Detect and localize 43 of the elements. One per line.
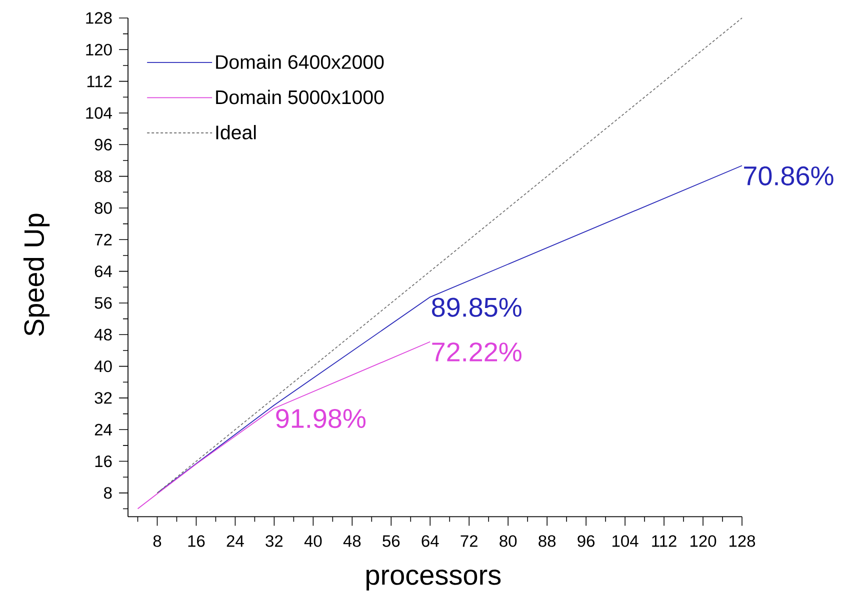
y-tick-label: 8 — [104, 487, 112, 499]
x-axis-title: processors — [366, 570, 501, 590]
x-tick-label: 88 — [538, 535, 556, 547]
annotation: 72.22% — [432, 342, 522, 362]
y-axis-title: Speed Up — [23, 214, 50, 336]
y-tick-label: 24 — [94, 424, 112, 436]
x-tick-label: 48 — [343, 535, 361, 547]
annotation: 70.86% — [744, 166, 834, 186]
y-tick-label: 40 — [94, 360, 112, 372]
y-tick-label: 32 — [94, 392, 112, 404]
x-tick-label: 16 — [188, 535, 205, 547]
x-tick-label: 56 — [382, 535, 400, 547]
y-tick-label: 72 — [94, 234, 112, 246]
line-series — [156, 165, 742, 494]
x-tick-label: 104 — [612, 535, 638, 547]
x-tick-label: 8 — [153, 535, 162, 547]
y-tick-label: 96 — [94, 138, 112, 150]
y-tick-label: 112 — [87, 76, 112, 88]
x-tick-label: 64 — [422, 535, 439, 547]
annotation: 89.85% — [432, 298, 522, 317]
x-tick-label: 40 — [304, 535, 322, 547]
x-tick-label: 120 — [690, 535, 716, 547]
legend-label: Domain 5000x1000 — [216, 90, 384, 104]
x-tick-label: 72 — [460, 535, 478, 547]
annotation: 91.98% — [276, 408, 366, 428]
legend-label: Domain 6400x2000 — [216, 54, 384, 69]
legend-label: Ideal — [216, 125, 256, 140]
x-tick-label: 128 — [729, 535, 756, 547]
x-tick-label: 32 — [266, 535, 283, 547]
y-tick-label: 80 — [94, 202, 112, 214]
y-tick-label: 88 — [94, 170, 112, 182]
y-tick-label: 48 — [94, 328, 112, 340]
line-series — [137, 341, 431, 510]
y-tick-label: 64 — [94, 265, 112, 278]
y-tick-label: 104 — [86, 107, 112, 119]
x-tick-label: 112 — [652, 535, 676, 547]
y-tick-label: 120 — [86, 44, 112, 56]
x-tick-label: 96 — [578, 535, 595, 547]
x-tick-label: 24 — [226, 535, 244, 547]
y-tick-label: 56 — [94, 297, 112, 309]
x-tick-label: 80 — [500, 535, 517, 547]
y-tick-label: 16 — [95, 455, 112, 468]
y-tick-label: 128 — [86, 12, 112, 24]
